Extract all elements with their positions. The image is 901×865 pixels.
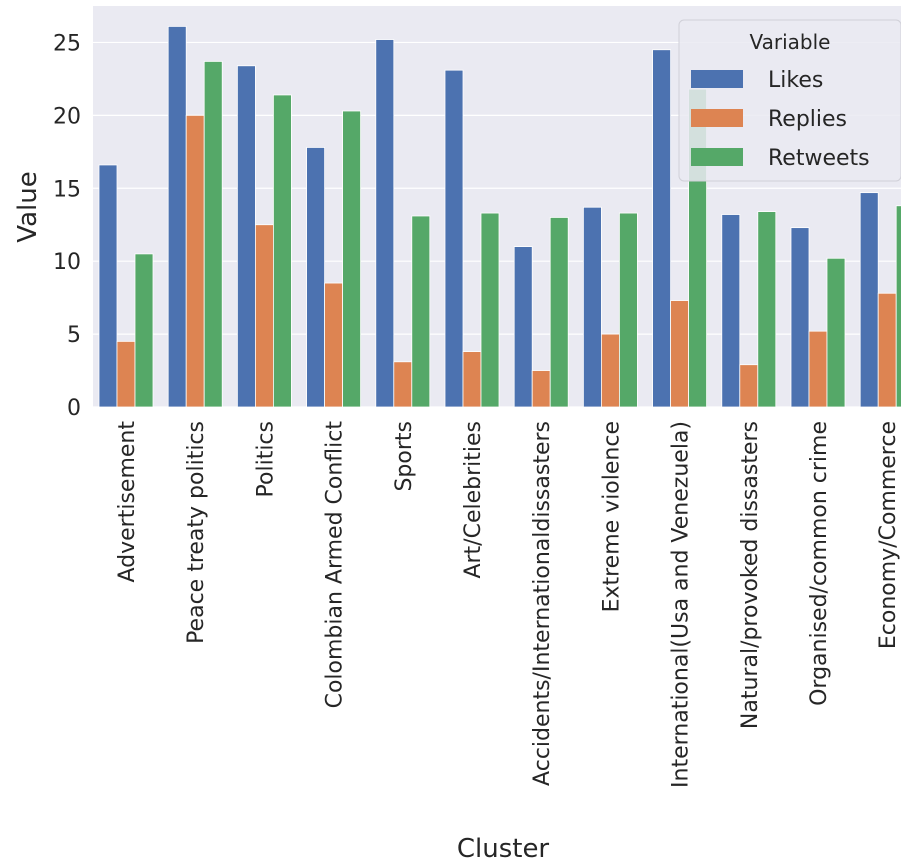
bar-retweets [134,253,154,408]
bar-replies [877,292,897,408]
bar-likes [236,65,256,408]
x-tick-label: Sports [392,421,417,492]
legend-title: Variable [750,30,831,54]
bar-retweets [619,212,638,408]
y-tick-label: 0 [67,396,81,421]
legend-label-replies: Replies [768,107,847,132]
bar-retweets [480,212,500,408]
y-axis-title: Value [13,171,43,242]
x-tick-label: Extreme violence [599,421,624,612]
bar-replies [462,351,482,408]
bar-likes [721,214,741,408]
bar-likes [306,147,326,408]
bar-likes [652,49,671,408]
x-tick-label: Colombian Armed Conflict [323,421,348,709]
bar-likes [790,227,810,408]
y-tick-label: 25 [53,31,81,56]
bar-retweets [826,257,846,408]
bar-likes [167,26,187,408]
x-axis-title: Cluster [457,834,550,864]
bar-replies [670,300,689,408]
legend-label-retweets: Retweets [768,146,870,171]
y-tick-labels: 0 5 10 15 20 25 [53,31,81,421]
bar-retweets [757,211,777,408]
bar-likes [375,39,395,408]
x-tick-label: Politics [253,421,278,497]
x-tick-label: Accidents/Internationaldissasters [530,421,555,786]
bar-likes [583,206,602,408]
bar-retweets [549,217,569,408]
bar-likes [859,192,879,408]
x-tick-label: Art/Celebrities [461,421,486,579]
y-tick-label: 20 [53,104,81,129]
bar-replies [393,361,413,408]
legend-swatch-retweets [691,148,743,166]
y-tick-label: 5 [67,323,81,348]
x-tick-label: Advertisement [115,421,140,583]
bar-retweets [342,110,362,408]
bar-retweets [895,205,901,408]
bar-retweets [411,215,431,408]
bar-replies [116,340,136,408]
bar-replies [324,282,344,408]
bar-replies [185,114,205,408]
legend-label-likes: Likes [768,68,823,93]
x-tick-label: Economy/Commerce [876,421,901,649]
legend-swatch-replies [691,109,743,127]
x-tick-label: International(Usa and Venezuela) [669,421,694,788]
legend-swatch-likes [691,70,743,88]
y-tick-label: 10 [53,250,81,275]
bar-replies [739,364,759,408]
y-tick-label: 15 [53,177,81,202]
bar-replies [531,370,551,408]
x-tick-labels: Advertisement Peace treaty politics Politi… [115,421,901,788]
legend: Variable Likes Replies Retweets [678,19,901,182]
bar-retweets [272,94,292,408]
bar-likes [98,164,118,408]
bar-replies [808,330,828,408]
bar-likes [513,246,533,408]
legend-box [678,19,901,182]
x-tick-label: Peace treaty politics [184,421,209,644]
bar-likes [444,69,464,408]
bar-replies [254,224,274,408]
x-tick-label: Natural/provoked dissasters [738,421,763,729]
bar-retweets [203,61,223,408]
x-tick-label: Organised/common crime [807,421,832,706]
bar-replies [601,333,620,408]
